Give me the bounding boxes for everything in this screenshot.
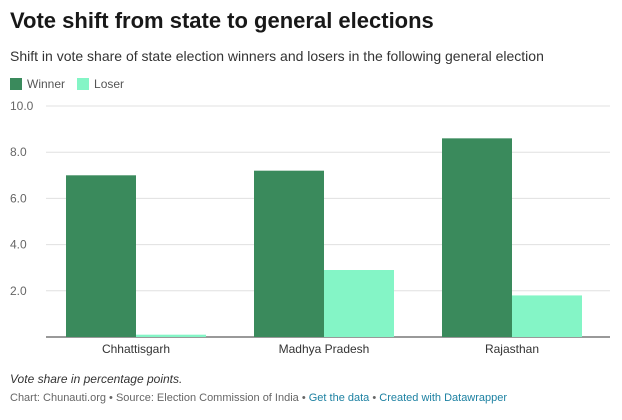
y-tick-label: 2.0 — [10, 284, 27, 298]
footer-separator-2: • — [298, 392, 309, 404]
bar-chart: 10.0 8.0 6.0 4.0 2.0 Chhattisgarh Madhya Prad… — [10, 99, 610, 356]
footer-separator-3: • — [369, 392, 380, 404]
footer-separator-1: • — [106, 392, 116, 404]
x-tick-label: Madhya Pradesh — [279, 342, 370, 356]
x-tick-label: Rajasthan — [485, 342, 539, 356]
bar-winner-chhattisgarh — [66, 175, 136, 337]
legend-label-loser: Loser — [94, 77, 125, 91]
bar-loser-chhattisgarh — [136, 334, 206, 337]
chart-title: Vote shift from state to general electio… — [10, 8, 434, 33]
datawrapper-link[interactable]: Created with Datawrapper — [379, 392, 508, 404]
legend-item-winner: Winner — [10, 77, 65, 91]
bar-winner-madhya-pradesh — [254, 170, 324, 337]
legend-label-winner: Winner — [27, 77, 66, 91]
y-tick-label: 6.0 — [10, 191, 27, 205]
legend-item-loser: Loser — [77, 77, 124, 91]
x-tick-label: Chhattisgarh — [102, 342, 170, 356]
chart-credit: Chart: Chunauti.org — [10, 392, 106, 404]
chart-subtitle: Shift in vote share of state election wi… — [10, 48, 544, 64]
bar-loser-rajasthan — [512, 295, 582, 337]
legend-swatch-loser — [77, 78, 90, 90]
source-text: Source: Election Commission of India — [115, 392, 299, 404]
y-tick-label: 10.0 — [10, 99, 34, 113]
bar-layer — [66, 138, 582, 337]
x-axis-labels: Chhattisgarh Madhya Pradesh Rajasthan — [102, 342, 539, 356]
chart-note: Vote share in percentage points. — [10, 372, 183, 386]
legend: Winner Loser — [10, 77, 136, 91]
y-tick-label: 4.0 — [10, 238, 27, 252]
y-tick-label: 8.0 — [10, 145, 27, 159]
legend-swatch-winner — [10, 78, 22, 90]
chart-footer: Chart: Chunauti.org • Source: Election C… — [10, 392, 507, 404]
bar-winner-rajasthan — [442, 138, 512, 337]
get-data-link[interactable]: Get the data — [308, 392, 370, 404]
bar-loser-madhya-pradesh — [324, 270, 394, 337]
